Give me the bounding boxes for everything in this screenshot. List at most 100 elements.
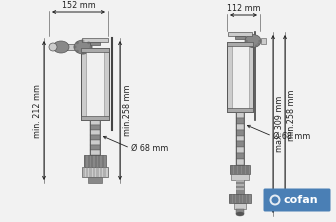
Bar	[236, 184, 244, 186]
Text: Ø 68 mm: Ø 68 mm	[273, 131, 310, 141]
Ellipse shape	[76, 50, 79, 53]
Bar	[246, 165, 249, 174]
Text: cofan: cofan	[283, 195, 318, 205]
Bar	[85, 167, 88, 177]
Bar	[234, 165, 237, 174]
FancyBboxPatch shape	[263, 188, 331, 212]
Bar	[82, 167, 108, 177]
Bar	[103, 167, 106, 177]
Bar	[247, 194, 249, 203]
Bar	[238, 165, 241, 174]
Ellipse shape	[74, 46, 77, 48]
Bar	[261, 38, 266, 44]
Ellipse shape	[82, 40, 84, 42]
Ellipse shape	[74, 40, 92, 54]
Ellipse shape	[245, 40, 248, 42]
Ellipse shape	[252, 45, 254, 48]
Bar	[236, 124, 244, 130]
Bar	[227, 42, 253, 46]
Circle shape	[269, 194, 281, 206]
Bar	[236, 159, 244, 165]
Bar	[90, 140, 100, 145]
Bar	[232, 44, 249, 110]
Bar	[236, 188, 244, 190]
Bar	[236, 118, 244, 124]
Ellipse shape	[246, 42, 249, 45]
Ellipse shape	[53, 41, 69, 53]
Ellipse shape	[255, 45, 257, 47]
Ellipse shape	[245, 34, 261, 48]
Bar	[231, 174, 249, 180]
Bar	[81, 48, 109, 52]
Bar	[236, 180, 244, 194]
Ellipse shape	[89, 46, 92, 48]
Bar	[236, 130, 244, 136]
Bar	[84, 155, 86, 167]
Ellipse shape	[87, 41, 90, 44]
Bar	[98, 155, 100, 167]
Bar	[229, 194, 232, 203]
Bar	[81, 48, 109, 120]
Bar	[90, 145, 100, 150]
Ellipse shape	[49, 43, 57, 51]
Bar	[87, 155, 89, 167]
Bar	[236, 136, 244, 141]
Ellipse shape	[257, 42, 260, 45]
Bar	[90, 120, 100, 155]
Bar	[90, 130, 100, 135]
Text: min.258 mm: min.258 mm	[123, 85, 131, 136]
Bar	[227, 108, 253, 112]
Bar	[92, 167, 95, 177]
Bar	[91, 155, 93, 167]
Bar	[236, 112, 244, 118]
Bar	[86, 50, 104, 118]
Text: max. 309 mm: max. 309 mm	[276, 96, 285, 152]
Bar	[229, 194, 251, 203]
Ellipse shape	[249, 45, 251, 47]
Bar	[96, 167, 98, 177]
Bar	[242, 165, 245, 174]
Text: Ø 68 mm: Ø 68 mm	[131, 143, 168, 153]
Bar	[90, 120, 100, 125]
Bar	[236, 153, 244, 159]
Bar	[90, 135, 100, 140]
Bar	[82, 167, 84, 177]
Bar	[236, 209, 244, 214]
Ellipse shape	[76, 41, 79, 44]
Text: min.258 mm: min.258 mm	[288, 90, 296, 141]
Bar	[243, 194, 246, 203]
Bar	[89, 167, 91, 177]
Bar	[230, 165, 233, 174]
Bar	[99, 167, 102, 177]
Bar	[233, 194, 235, 203]
Bar	[90, 125, 100, 130]
Text: 112 mm: 112 mm	[227, 4, 260, 12]
Bar	[236, 180, 244, 182]
Ellipse shape	[236, 212, 244, 216]
Bar	[88, 177, 102, 183]
Bar	[94, 155, 96, 167]
Bar	[236, 147, 244, 153]
Bar	[236, 112, 244, 165]
Bar	[236, 194, 239, 203]
Bar	[227, 42, 253, 112]
Bar	[234, 203, 246, 209]
Bar	[90, 42, 100, 45]
Circle shape	[271, 196, 279, 204]
Bar	[90, 150, 100, 155]
Bar	[84, 155, 106, 167]
Text: 152 mm: 152 mm	[61, 0, 95, 10]
Bar	[228, 32, 252, 36]
Ellipse shape	[258, 40, 261, 42]
Bar	[235, 36, 245, 39]
Bar	[240, 194, 242, 203]
Ellipse shape	[82, 52, 84, 54]
Bar	[81, 116, 109, 120]
Bar	[65, 44, 75, 50]
Bar	[82, 38, 108, 42]
Bar	[236, 141, 244, 147]
Bar	[101, 155, 103, 167]
Bar	[230, 165, 250, 174]
Ellipse shape	[87, 50, 90, 53]
Text: min. 212 mm: min. 212 mm	[33, 83, 42, 137]
